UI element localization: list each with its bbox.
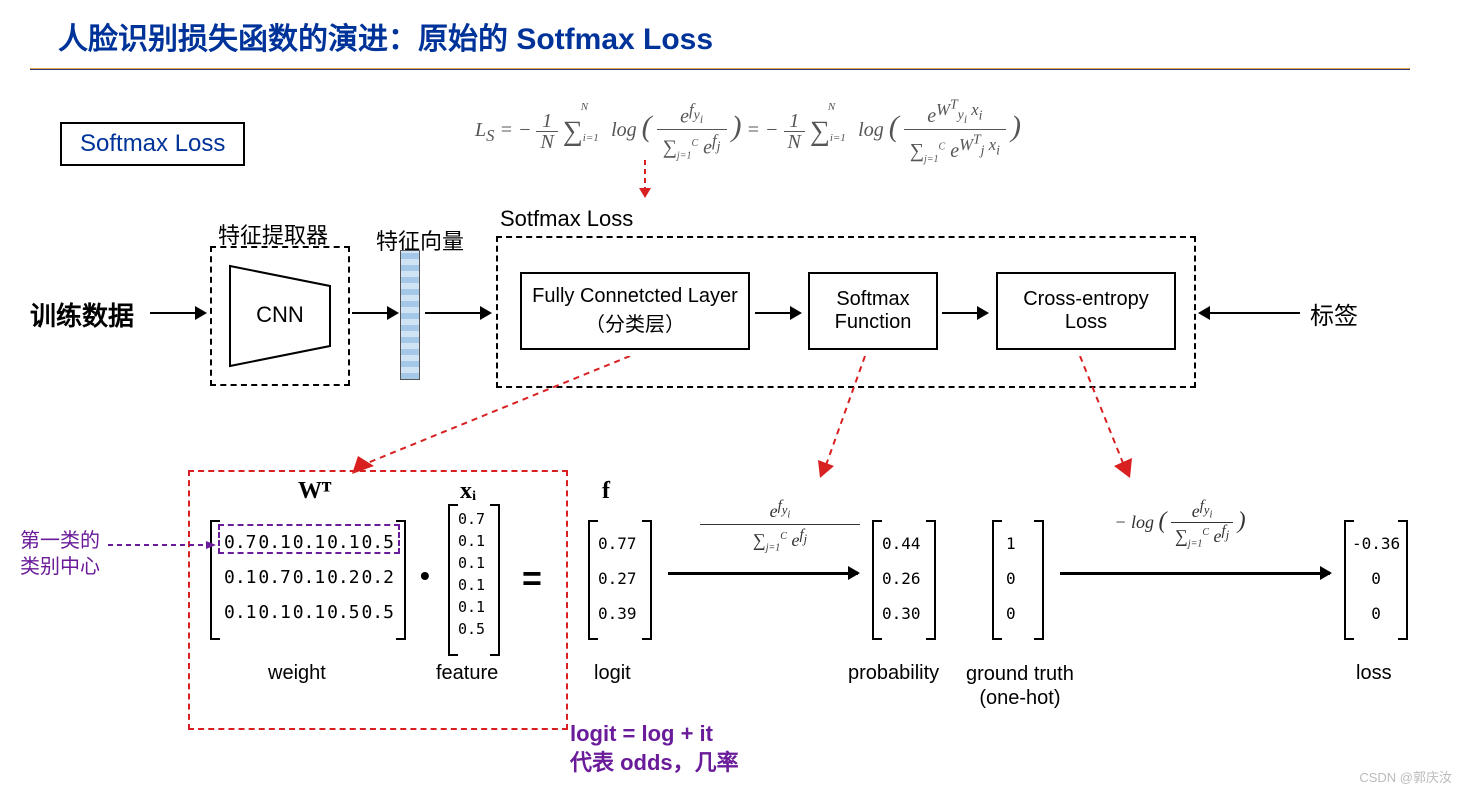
- red-arrow-fc: [330, 356, 650, 486]
- softmax-fn-box: Softmax Function: [808, 272, 938, 350]
- prob-under: probability: [848, 662, 939, 685]
- softmax-fn-line1: Softmax: [810, 288, 936, 311]
- logit-note: logit = log + it代表 odds，几率: [570, 720, 739, 777]
- feature-under: feature: [436, 662, 498, 685]
- class-center-note: 第一类的类别中心: [20, 528, 100, 580]
- bracket-icon: [588, 520, 598, 640]
- eq-operator: =: [522, 560, 542, 599]
- arrow-icon: [755, 312, 800, 314]
- first-class-highlight: [218, 524, 400, 554]
- x-header: xᵢ: [460, 478, 476, 505]
- arrow-icon: [352, 312, 397, 314]
- arrow-icon: [942, 312, 987, 314]
- gt-label: 标签: [1310, 296, 1358, 331]
- f-vector: 0.770.270.39: [598, 534, 637, 623]
- arrow-icon: [1200, 312, 1300, 314]
- red-arrow-softmax: [810, 356, 890, 486]
- softmax-fraction: efyi ∑j=1C efj: [700, 498, 860, 554]
- loss-under: loss: [1356, 662, 1392, 685]
- bracket-icon: [872, 520, 882, 640]
- svg-text:CNN: CNN: [256, 302, 304, 327]
- arrow-icon: [425, 312, 490, 314]
- W-header: Wᵀ: [298, 478, 331, 505]
- page-title: 人脸识别损失函数的演进：原始的 Sotfmax Loss: [58, 14, 713, 58]
- bracket-icon: [926, 520, 936, 640]
- softmax-loss-group-label: Sotfmax Loss: [500, 206, 633, 232]
- loss-fraction: − log ( efyi ∑j=1C efj ): [1070, 498, 1290, 550]
- ce-line1: Cross-entropy: [998, 288, 1174, 311]
- bracket-icon: [490, 504, 500, 656]
- weight-under: weight: [268, 662, 326, 685]
- fc-line2: （分类层）: [522, 308, 748, 337]
- train-data-label: 训练数据: [30, 296, 134, 333]
- arrow-icon: [668, 572, 858, 575]
- bracket-icon: [642, 520, 652, 640]
- f-header: f: [602, 478, 610, 505]
- bracket-icon: [448, 504, 458, 656]
- dot-operator: •: [420, 560, 430, 592]
- feature-vec-label: 特征向量: [376, 224, 464, 256]
- purple-arrow: [108, 540, 218, 550]
- fc-line1: Fully Connetcted Layer: [522, 285, 748, 308]
- cnn-trapezoid: CNN: [222, 258, 338, 374]
- main-formula: LS = − 1 N ∑i=1N log ( efyi ∑j=1C efj ) …: [475, 95, 1021, 167]
- gt-under: ground truth(one-hot): [966, 662, 1074, 710]
- x-vector: 0.70.10.10.10.10.5: [458, 510, 485, 638]
- gt-vector: 100: [1006, 534, 1016, 623]
- bracket-icon: [1034, 520, 1044, 640]
- arrow-icon: [150, 312, 205, 314]
- ce-loss-box: Cross-entropy Loss: [996, 272, 1176, 350]
- logit-under: logit: [594, 662, 631, 685]
- red-arrow-ce: [1070, 356, 1150, 486]
- arrow-formula-down: [635, 160, 655, 200]
- divider-line: [30, 68, 1410, 70]
- fc-layer-box: Fully Connetcted Layer （分类层）: [520, 272, 750, 350]
- bracket-icon: [992, 520, 1002, 640]
- ce-line2: Loss: [998, 311, 1174, 334]
- loss-vector: -0.3600: [1352, 534, 1400, 623]
- softmax-fn-line2: Function: [810, 311, 936, 334]
- arrow-icon: [1060, 572, 1330, 575]
- prob-vector: 0.440.260.30: [882, 534, 921, 623]
- watermark: CSDN @郭庆汝: [1359, 767, 1452, 786]
- softmax-loss-badge: Softmax Loss: [60, 122, 245, 166]
